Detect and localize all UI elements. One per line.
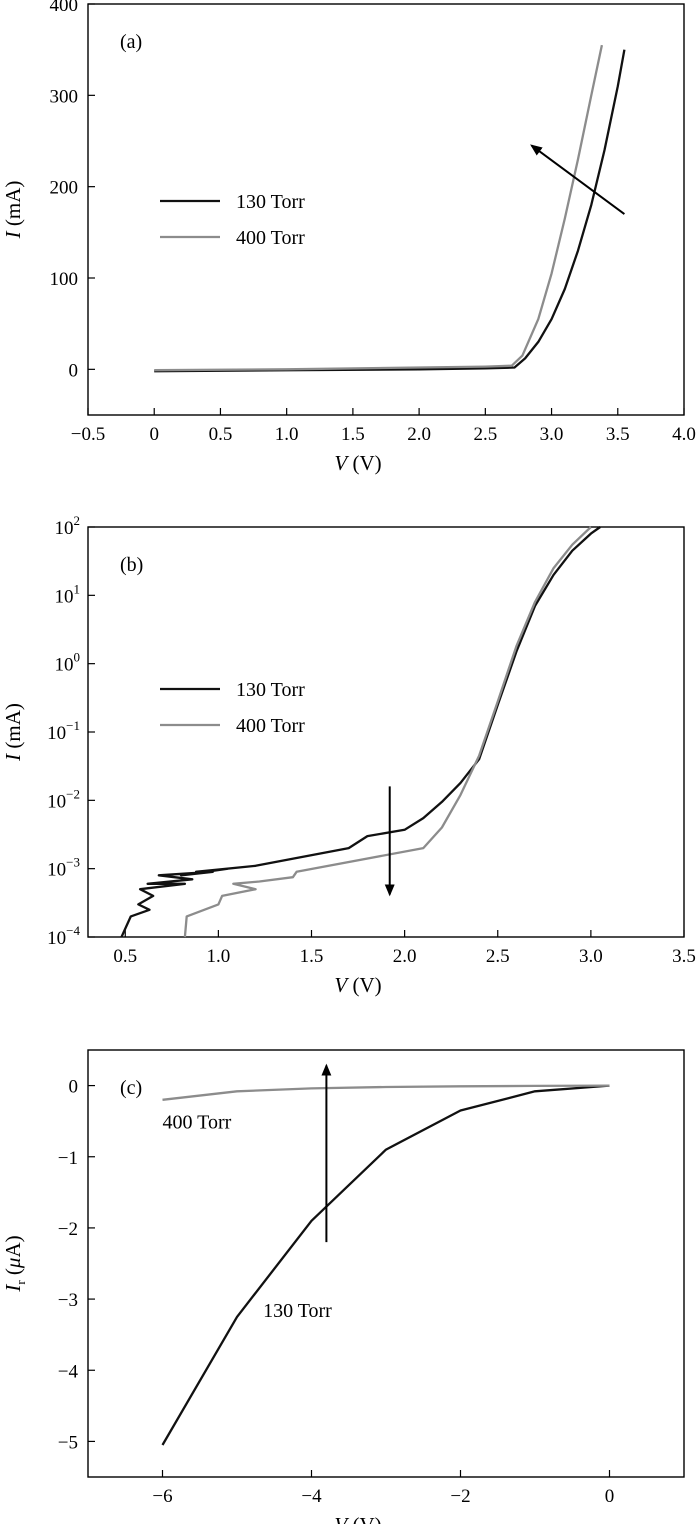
series-line-130-torr (154, 49, 626, 373)
y-tick-label: 10−2 (47, 786, 80, 812)
x-axis-label: V (V) (334, 451, 381, 475)
y-tick-label: −2 (58, 1219, 78, 1240)
series-label: 400 Torr (163, 1111, 232, 1133)
x-tick-label: −2 (450, 1486, 470, 1507)
x-tick-label: 1.0 (207, 946, 231, 967)
panel-label: (c) (120, 1077, 142, 1099)
x-tick-label: 1.0 (275, 424, 299, 445)
x-tick-label: 1.5 (341, 424, 365, 445)
x-tick-label: 0 (149, 424, 159, 445)
y-tick-label: 200 (50, 178, 79, 199)
series-line-400-torr (154, 44, 604, 372)
series-label: 130 Torr (263, 1300, 332, 1322)
x-tick-label: 2.5 (486, 946, 510, 967)
x-tick-label: −6 (152, 1486, 172, 1507)
x-axis-label: V (V) (334, 1513, 381, 1524)
y-axis-label: I (mA) (1, 181, 25, 240)
panel-1: −0.5 0 0.5 1.0 1.5 2.0 2.5 3.0 3.5 4.0 0 100 200 300 4… (1, 0, 696, 475)
x-tick-label: 2.0 (393, 946, 417, 967)
x-tick-label: 2.0 (407, 424, 431, 445)
panel-label: (a) (120, 31, 142, 53)
x-tick-label: 4.0 (672, 424, 696, 445)
x-tick-label: 0.5 (113, 946, 137, 967)
y-tick-label: 0 (69, 1077, 79, 1098)
legend-label: 130 Torr (236, 191, 305, 213)
y-axis-label: I (mA) (1, 703, 25, 762)
x-tick-label: 2.5 (473, 424, 497, 445)
series-line-400-torr (162, 1084, 610, 1101)
y-tick-label: −1 (58, 1148, 78, 1169)
legend-label: 400 Torr (236, 227, 305, 249)
x-tick-label: 3.0 (579, 946, 603, 967)
x-tick-label: −4 (301, 1486, 322, 1507)
series-line-130-torr (120, 526, 601, 938)
y-tick-label: 100 (50, 269, 79, 290)
y-tick-label: 300 (50, 86, 79, 107)
y-tick-label: 102 (55, 513, 81, 539)
y-tick-label: 101 (55, 581, 81, 607)
x-tick-label: 0.5 (209, 424, 233, 445)
y-tick-label: 10−4 (47, 923, 80, 949)
y-tick-label: −5 (58, 1432, 78, 1453)
y-tick-label: −3 (58, 1290, 78, 1311)
y-tick-label: 10−1 (47, 718, 80, 744)
series-line-130-torr (161, 1084, 610, 1446)
y-tick-label: 0 (69, 360, 79, 381)
y-tick-label: 10−3 (47, 855, 80, 881)
x-tick-label: 3.5 (606, 424, 630, 445)
plot-frame (87, 526, 685, 938)
panel-3: −6 −4 −2 0 −5 −4 −3 −2 −1 0 V (V) Ir (μA) (c) 400 Tor… (1, 1049, 685, 1524)
x-tick-label: 1.5 (300, 946, 324, 967)
x-tick-label: −0.5 (71, 424, 105, 445)
x-tick-label: 3.0 (540, 424, 564, 445)
trend-arrow (530, 144, 625, 215)
plot-frame (87, 1049, 685, 1478)
y-tick-label: 100 (55, 650, 81, 676)
x-tick-label: 0 (605, 1486, 615, 1507)
x-tick-label: 3.5 (672, 946, 696, 967)
y-axis-label: Ir (μA) (1, 1235, 28, 1292)
legend-label: 400 Torr (236, 715, 305, 737)
x-axis-label: V (V) (334, 973, 381, 997)
panel-label: (b) (120, 554, 143, 576)
panel-2: 0.5 1.0 1.5 2.0 2.5 3.0 3.5 10−4 10−3 10−2 10−1 100… (1, 513, 696, 997)
legend-label: 130 Torr (236, 679, 305, 701)
series-line-400-torr (183, 526, 592, 938)
y-tick-label: 400 (50, 0, 79, 16)
plot-frame (87, 3, 685, 416)
y-tick-label: −4 (58, 1361, 79, 1382)
